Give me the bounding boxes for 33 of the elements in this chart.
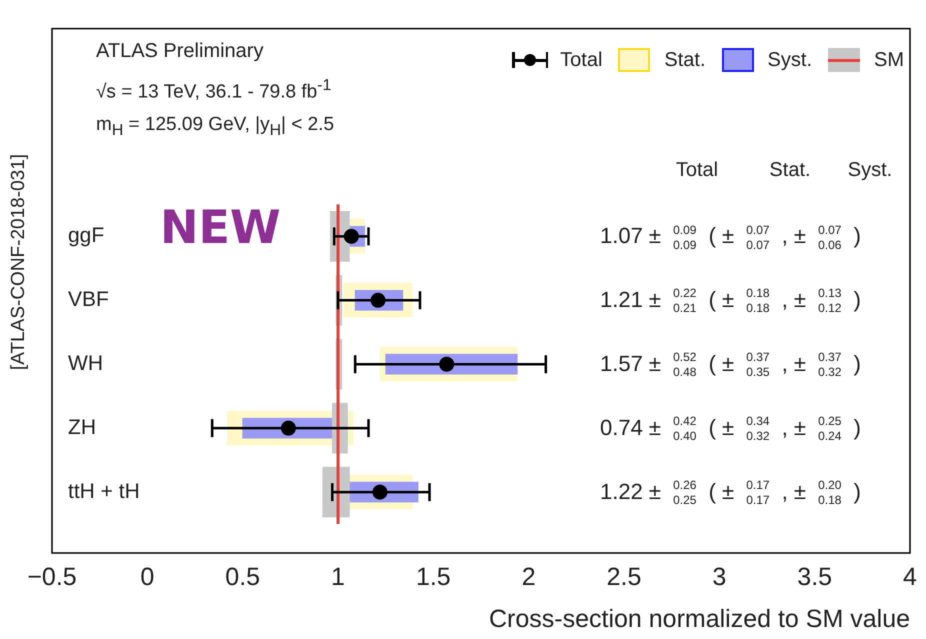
x-axis-title: Cross-section normalized to SM value [489,604,910,633]
x-tick-label: 2 [522,562,536,591]
x-tick-label: 1.5 [416,562,451,591]
x-tick-label: 0 [140,562,154,591]
text: [ATLAS-CONF-2018-031] [8,154,30,370]
y-tick-label: ggF [68,224,104,248]
legend-label: Total [560,48,602,72]
legend-label: Syst. [768,48,812,72]
x-tick-label: −0.5 [27,562,77,591]
y-tick-label: ZH [68,416,96,439]
y-tick-label: WH [68,352,103,376]
x-tick-label: 4 [903,562,918,591]
text: Syst. [848,159,892,182]
text: ATLAS Preliminary [96,40,264,63]
legend-label: Stat. [664,48,706,72]
y-tick-label: VBF [68,288,109,312]
legend-label: SM [874,48,904,72]
x-tick-label: 0.5 [225,562,260,591]
text: 1.07 ± $^{0.09}$$_{0.09}$ ( ± $^{0.07}$$_{0.07}$ , ± $^{0.07}$$_{0.06}$ ) [600,222,861,252]
x-tick-label: 1 [331,562,345,591]
y-tick-label: ttH + tH [68,480,140,503]
x-tick-label: 3.5 [797,562,832,591]
text: 1.57 ± $^{0.52}$$_{0.48}$ ( ± $^{0.37}$$_{0.35}$ , ± $^{0.37}$$_{0.32}$ ) [600,350,861,380]
annotation: NEW [160,200,281,254]
text: 1.21 ± $^{0.22}$$_{0.21}$ ( ± $^{0.18}$$_{0.18}$ , ± $^{0.13}$$_{0.12}$ ) [600,286,861,316]
text: 1.22 ± $^{0.26}$$_{0.25}$ ( ± $^{0.17}$$_{0.17}$ , ± $^{0.20}$$_{0.18}$ ) [600,478,861,508]
text: Stat. [769,159,811,182]
text: 0.74 ± $^{0.42}$$_{0.40}$ ( ± $^{0.34}$$_{0.32}$ , ± $^{0.25}$$_{0.24}$ ) [600,414,861,444]
text: Total [676,159,718,182]
text: m$_{H}$ = 125.09 GeV, |y$_{H}$| < 2.5 [96,114,334,140]
text: √s = 13 TeV, 36.1 - 79.8 fb$^{-1}$ [96,77,332,104]
x-tick-label: 3 [712,562,726,591]
x-tick-label: 2.5 [606,562,642,591]
